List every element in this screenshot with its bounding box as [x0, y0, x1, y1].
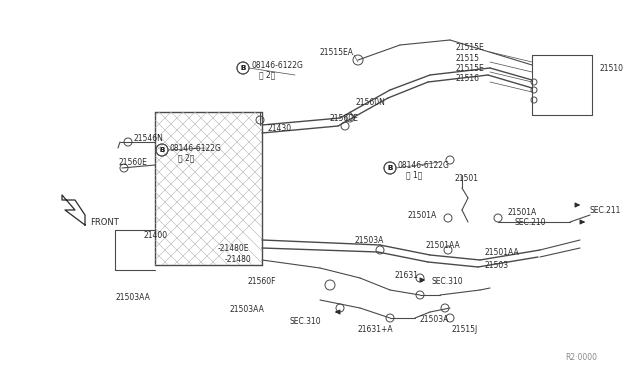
Text: 21501AA: 21501AA	[485, 247, 520, 257]
Text: SEC.211: SEC.211	[590, 205, 621, 215]
Text: 08146-6122G: 08146-6122G	[398, 160, 450, 170]
Text: 08146-6122G: 08146-6122G	[251, 61, 303, 70]
Text: R2·0000: R2·0000	[565, 353, 597, 362]
Text: 21560N: 21560N	[356, 97, 386, 106]
Text: B: B	[159, 147, 164, 153]
Text: 21515EA: 21515EA	[320, 48, 354, 57]
Text: 21515: 21515	[456, 54, 480, 62]
Text: 21560F: 21560F	[248, 278, 276, 286]
Text: 21501A: 21501A	[408, 211, 437, 219]
Text: 21560E: 21560E	[118, 157, 147, 167]
Text: 21503A: 21503A	[355, 235, 385, 244]
Text: B: B	[241, 65, 246, 71]
Text: 21501: 21501	[455, 173, 479, 183]
Text: 〈 2〉: 〈 2〉	[259, 71, 275, 80]
Text: 21515J: 21515J	[452, 326, 478, 334]
Text: -21480E: -21480E	[218, 244, 250, 253]
Text: SEC.310: SEC.310	[290, 317, 322, 327]
Text: 21515E: 21515E	[456, 64, 484, 73]
Text: B: B	[159, 147, 164, 153]
Text: 21560E: 21560E	[330, 113, 359, 122]
Text: 21516: 21516	[456, 74, 480, 83]
Text: 21631+A: 21631+A	[358, 326, 394, 334]
Text: 21510: 21510	[600, 64, 624, 73]
Text: 21501A: 21501A	[508, 208, 537, 217]
Text: B: B	[387, 165, 392, 171]
Text: 21400: 21400	[143, 231, 167, 240]
Text: 21503: 21503	[485, 260, 509, 269]
Text: B: B	[241, 65, 246, 71]
Text: B: B	[387, 165, 392, 171]
Text: 〈 1〉: 〈 1〉	[406, 170, 422, 180]
Text: SEC.210: SEC.210	[515, 218, 547, 227]
Text: 21501AA: 21501AA	[426, 241, 461, 250]
Text: 08146-6122G: 08146-6122G	[170, 144, 222, 153]
Text: 21430: 21430	[268, 124, 292, 132]
Text: 21503A: 21503A	[420, 315, 449, 324]
Text: 21503AA: 21503AA	[230, 305, 265, 314]
Text: 21515E: 21515E	[456, 42, 484, 51]
Text: 〈 2〉: 〈 2〉	[178, 154, 195, 163]
Text: SEC.310: SEC.310	[432, 278, 463, 286]
Text: FRONT: FRONT	[90, 218, 119, 227]
Text: -21480: -21480	[225, 256, 252, 264]
Text: 21546N: 21546N	[133, 134, 163, 142]
Text: 21631: 21631	[395, 270, 419, 279]
Text: 21503AA: 21503AA	[115, 294, 150, 302]
